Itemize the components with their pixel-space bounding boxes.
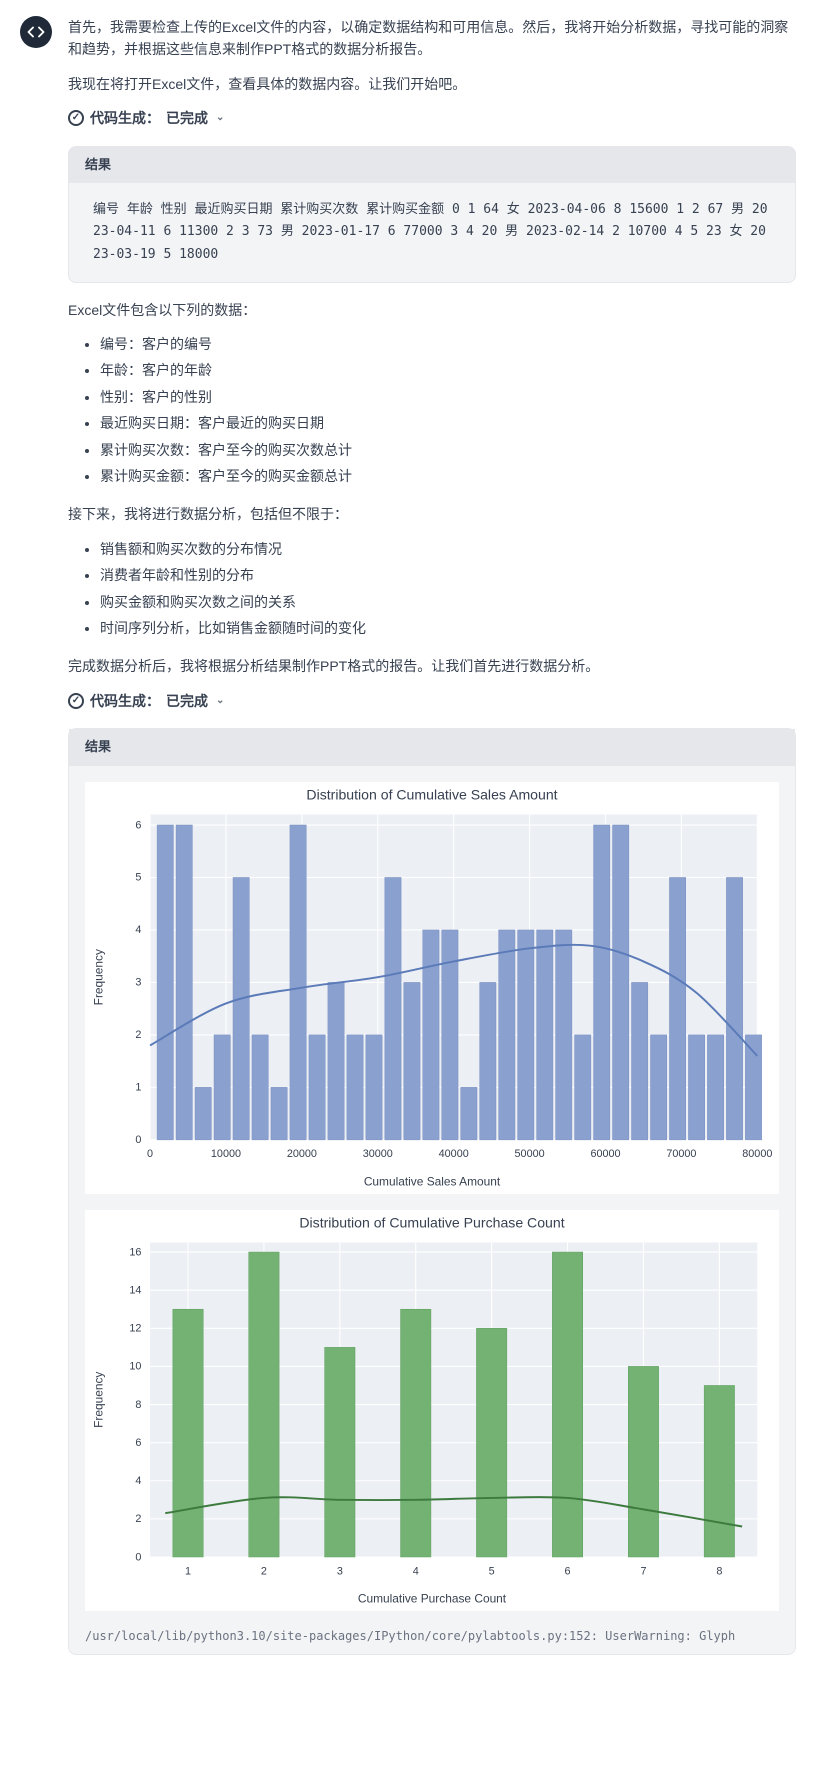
warning-text: /usr/local/lib/python3.10/site-packages/… [69,1627,795,1654]
svg-text:12: 12 [129,1323,141,1335]
list-item: 时间序列分析，比如销售金额随时间的变化 [100,617,796,639]
result-header: 结果 [69,729,795,766]
svg-text:2: 2 [135,1029,141,1041]
result-header: 结果 [69,147,795,184]
svg-text:4: 4 [135,1475,141,1487]
svg-text:3: 3 [337,1565,343,1577]
svg-text:Frequency: Frequency [91,1372,105,1428]
svg-text:8: 8 [716,1565,722,1577]
checkmark-icon: ✓ [68,110,84,126]
intro-paragraph-1: 首先，我需要检查上传的Excel文件的内容，以确定数据结构和可用信息。然后，我将… [68,16,796,61]
svg-text:1: 1 [135,1082,141,1094]
checkmark-icon: ✓ [68,693,84,709]
code-status-state: 已完成 [166,107,208,129]
list-item: 消费者年龄和性别的分布 [100,564,796,586]
svg-text:Frequency: Frequency [91,949,105,1005]
svg-text:Distribution of Cumulative Pur: Distribution of Cumulative Purchase Coun… [299,1214,564,1230]
chart2-svg: 024681012141612345678Distribution of Cum… [85,1210,779,1611]
svg-text:8: 8 [135,1399,141,1411]
svg-text:0: 0 [135,1134,141,1146]
list-item: 年龄：客户的年龄 [100,359,796,381]
svg-text:3: 3 [135,977,141,989]
svg-text:5: 5 [135,872,141,884]
list-item: 编号：客户的编号 [100,333,796,355]
svg-text:Cumulative Purchase Count: Cumulative Purchase Count [358,1592,507,1606]
svg-text:70000: 70000 [666,1148,696,1160]
code-status-row-2[interactable]: ✓ 代码生成： 已完成 ⌄ [68,690,796,712]
svg-text:40000: 40000 [439,1148,469,1160]
list-item: 销售额和购买次数的分布情况 [100,538,796,560]
svg-text:6: 6 [135,819,141,831]
svg-text:20000: 20000 [287,1148,317,1160]
svg-text:Cumulative Sales Amount: Cumulative Sales Amount [364,1174,501,1188]
assistant-avatar [20,16,52,48]
list-item: 最近购买日期：客户最近的购买日期 [100,412,796,434]
svg-text:2: 2 [135,1513,141,1525]
analysis-close: 完成数据分析后，我将根据分析结果制作PPT格式的报告。让我们首先进行数据分析。 [68,655,796,677]
list-item: 累计购买金额：客户至今的购买金额总计 [100,465,796,487]
result-box-1: 结果 编号 年龄 性别 最近购买日期 累计购买次数 累计购买金额 0 1 64 … [68,146,796,283]
svg-text:0: 0 [135,1551,141,1563]
code-brackets-icon [27,23,45,41]
svg-text:50000: 50000 [515,1148,545,1160]
chart-1: 0 1 2 3 4 5 6 0 10000 20000 30000 40000 50000 60000 70… [85,782,779,1194]
svg-text:Distribution of Cumulative Sal: Distribution of Cumulative Sales Amount [306,786,557,802]
svg-text:14: 14 [129,1284,141,1296]
intro-paragraph-2: 我现在将打开Excel文件，查看具体的数据内容。让我们开始吧。 [68,73,796,95]
svg-text:10: 10 [129,1361,141,1373]
svg-text:60000: 60000 [590,1148,620,1160]
chart1-svg: 0 1 2 3 4 5 6 0 10000 20000 30000 40000 50000 60000 70… [85,782,779,1194]
svg-text:2: 2 [261,1565,267,1577]
svg-text:6: 6 [565,1565,571,1577]
chevron-down-icon: ⌄ [216,110,224,126]
code-status-row[interactable]: ✓ 代码生成： 已完成 ⌄ [68,107,796,129]
svg-text:4: 4 [413,1565,419,1577]
svg-text:10000: 10000 [211,1148,241,1160]
svg-text:16: 16 [129,1246,141,1258]
list-item: 累计购买次数：客户至今的购买次数总计 [100,439,796,461]
result-box-2: 结果 0123456010000200003000040000500006000… [68,728,796,1655]
code-status-label: 代码生成： [90,690,160,712]
chevron-down-icon: ⌄ [216,693,224,709]
list-item: 性别：客户的性别 [100,386,796,408]
code-status-state: 已完成 [166,690,208,712]
svg-text:1: 1 [185,1565,191,1577]
svg-text:80000: 80000 [742,1148,772,1160]
svg-text:6: 6 [135,1437,141,1449]
list-item: 购买金额和购买次数之间的关系 [100,591,796,613]
chart-2: 024681012141612345678Distribution of Cum… [85,1210,779,1611]
svg-text:0: 0 [147,1148,153,1160]
svg-text:7: 7 [640,1565,646,1577]
code-status-label: 代码生成： [90,107,160,129]
svg-text:4: 4 [135,924,141,936]
result-body: 编号 年龄 性别 最近购买日期 累计购买次数 累计购买金额 0 1 64 女 2… [69,183,795,281]
analysis-list: 销售额和购买次数的分布情况 消费者年龄和性别的分布 购买金额和购买次数之间的关系… [68,538,796,640]
svg-text:30000: 30000 [363,1148,393,1160]
analysis-intro: 接下来，我将进行数据分析，包括但不限于： [68,503,796,525]
fields-intro: Excel文件包含以下列的数据： [68,299,796,321]
fields-list: 编号：客户的编号 年龄：客户的年龄 性别：客户的性别 最近购买日期：客户最近的购… [68,333,796,487]
svg-text:5: 5 [489,1565,495,1577]
